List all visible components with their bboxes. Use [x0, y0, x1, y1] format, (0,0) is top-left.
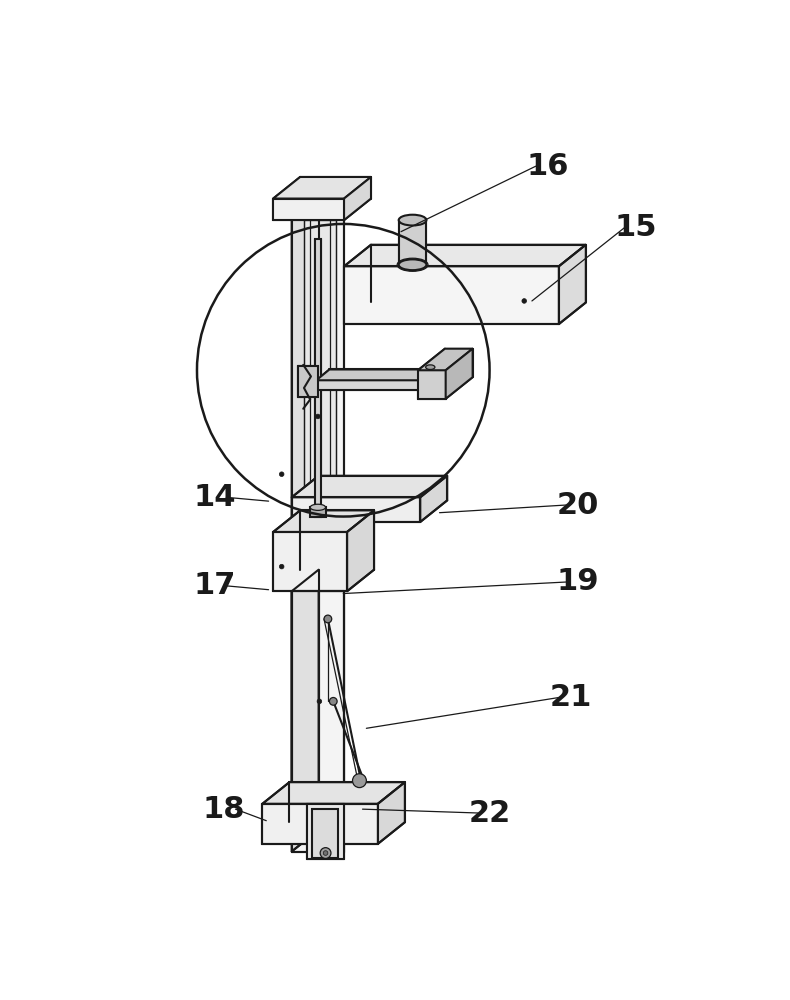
Polygon shape [559, 245, 586, 324]
Ellipse shape [399, 259, 427, 270]
Polygon shape [446, 349, 472, 399]
Polygon shape [273, 199, 344, 220]
Circle shape [320, 848, 331, 858]
Polygon shape [307, 804, 344, 859]
Polygon shape [316, 369, 437, 380]
Polygon shape [399, 220, 427, 265]
Circle shape [315, 414, 320, 419]
Ellipse shape [310, 504, 325, 510]
Circle shape [323, 851, 328, 855]
Polygon shape [313, 809, 338, 858]
Polygon shape [292, 476, 447, 497]
Polygon shape [292, 182, 371, 203]
Polygon shape [418, 370, 446, 399]
Circle shape [280, 564, 284, 569]
Polygon shape [292, 497, 420, 522]
Polygon shape [310, 507, 325, 517]
Polygon shape [344, 177, 371, 220]
Polygon shape [262, 782, 404, 804]
Polygon shape [273, 532, 347, 591]
Polygon shape [314, 239, 321, 517]
Polygon shape [347, 510, 374, 591]
Polygon shape [292, 203, 344, 852]
Text: 16: 16 [526, 152, 569, 181]
Polygon shape [418, 349, 472, 370]
Text: 20: 20 [557, 490, 600, 520]
Text: 14: 14 [194, 483, 236, 512]
Polygon shape [273, 510, 374, 532]
Text: 19: 19 [557, 568, 600, 596]
Text: 22: 22 [468, 798, 510, 828]
Polygon shape [420, 476, 447, 522]
Polygon shape [344, 266, 559, 324]
Polygon shape [273, 177, 371, 199]
Text: 17: 17 [194, 571, 236, 600]
Polygon shape [262, 804, 378, 844]
Ellipse shape [426, 365, 435, 369]
Polygon shape [292, 570, 318, 804]
Polygon shape [298, 366, 318, 397]
Circle shape [317, 699, 322, 704]
Polygon shape [344, 245, 586, 266]
Ellipse shape [399, 215, 427, 225]
Text: 18: 18 [203, 795, 245, 824]
Polygon shape [292, 182, 318, 852]
Circle shape [352, 774, 367, 788]
Polygon shape [316, 380, 424, 390]
Circle shape [280, 472, 284, 477]
Text: 21: 21 [549, 683, 592, 712]
Polygon shape [304, 220, 337, 497]
Polygon shape [378, 782, 404, 844]
Circle shape [522, 299, 526, 303]
Polygon shape [292, 591, 344, 804]
Circle shape [324, 615, 332, 623]
Text: 15: 15 [615, 213, 657, 242]
Circle shape [329, 698, 337, 705]
